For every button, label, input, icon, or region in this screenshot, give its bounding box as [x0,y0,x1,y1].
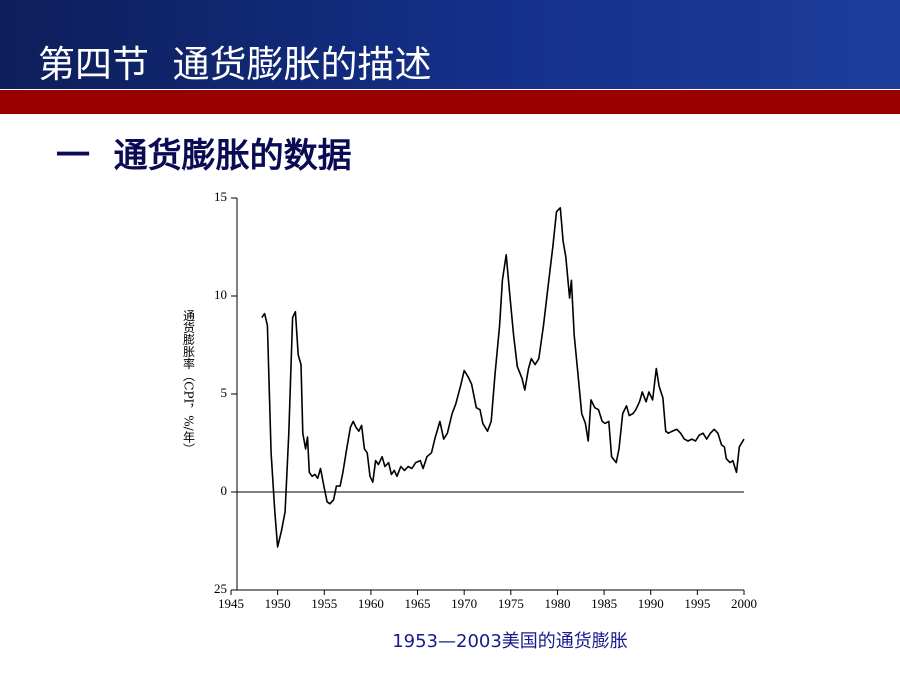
slide-subtitle: 一 通货膨胀的数据 [56,136,352,176]
slide-title: 第四节 通货膨胀的描述 [38,43,432,86]
x-tick-label: 2000 [731,596,757,611]
x-tick-label: 1990 [638,596,664,611]
header-band [0,0,900,89]
x-tick-label: 1955 [311,596,337,611]
x-tick-label: 1945 [218,596,244,611]
x-tick-label: 1960 [358,596,384,611]
x-tick-label: 1980 [544,596,570,611]
y-tick-label: 5 [221,385,228,400]
x-tick-label: 1950 [265,596,291,611]
x-tick-label: 1975 [498,596,524,611]
y-tick-label: 25 [214,581,227,596]
y-tick-label: 15 [214,189,227,204]
chart-caption: 1953—2003美国的通货膨胀 [392,631,628,652]
y-tick-label: 0 [221,483,228,498]
y-tick-label: 10 [214,287,227,302]
x-tick-label: 1970 [451,596,477,611]
x-tick-label: 1995 [684,596,710,611]
red-band [0,90,900,114]
data-line [261,207,745,548]
y-axis-label: 通货膨胀率（CPI，%/年） [182,309,196,455]
x-tick-label: 1985 [591,596,617,611]
x-tick-label: 1965 [405,596,431,611]
